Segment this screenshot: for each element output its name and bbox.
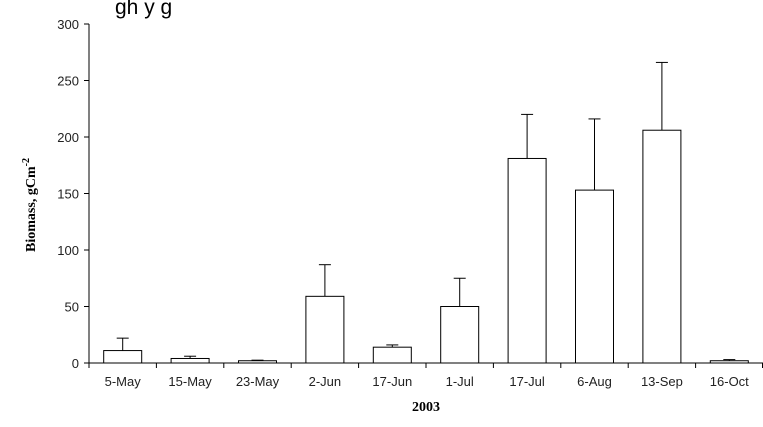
bar — [372, 346, 412, 364]
y-axis-title-group: Biomass, gCm-2 — [21, 158, 39, 252]
x-tick-label: 17-Jun — [372, 374, 412, 389]
bar — [103, 350, 143, 364]
y-axis-title: Biomass, gCm-2 — [21, 158, 39, 252]
error-bars — [116, 61, 736, 361]
bar — [709, 360, 749, 364]
x-tick-label: 2-Jun — [309, 374, 342, 389]
bar — [440, 306, 480, 364]
x-tick-label: 23-May — [236, 374, 280, 389]
y-axis-title-text: Biomass, gCm — [24, 166, 39, 252]
y-tick-label: 100 — [57, 243, 79, 258]
y-tick-label: 0 — [72, 356, 79, 371]
bar — [507, 157, 547, 364]
x-tick-label: 1-Jul — [446, 374, 474, 389]
y-tick-label: 250 — [57, 74, 79, 89]
bar — [642, 129, 682, 364]
bar — [238, 360, 277, 364]
y-tick-label: 150 — [57, 187, 79, 202]
x-tick-label: 13-Sep — [641, 374, 683, 389]
bar — [305, 295, 345, 364]
x-tick-label: 15-May — [168, 374, 212, 389]
y-axis-title-superscript: -2 — [21, 158, 32, 166]
y-axis: 0 50 100 150 200 250 300 — [57, 17, 90, 371]
bar — [170, 357, 210, 364]
y-tick-label: 200 — [57, 130, 79, 145]
x-tick-label: 5-May — [105, 374, 142, 389]
x-axis: 5-May 15-May 23-May 2-Jun 17-Jun 1-Jul 17-Jul 6… — [88, 362, 763, 389]
x-axis-title: 2003 — [412, 400, 440, 415]
chart-title-partial: gh y g — [115, 0, 172, 19]
bars — [103, 129, 749, 364]
y-tick-label: 300 — [57, 17, 79, 32]
x-tick-label: 6-Aug — [577, 374, 612, 389]
bar — [575, 189, 614, 364]
y-tick-label: 50 — [65, 300, 79, 315]
x-tick-label: 16-Oct — [710, 374, 749, 389]
x-tick-label: 17-Jul — [509, 374, 545, 389]
